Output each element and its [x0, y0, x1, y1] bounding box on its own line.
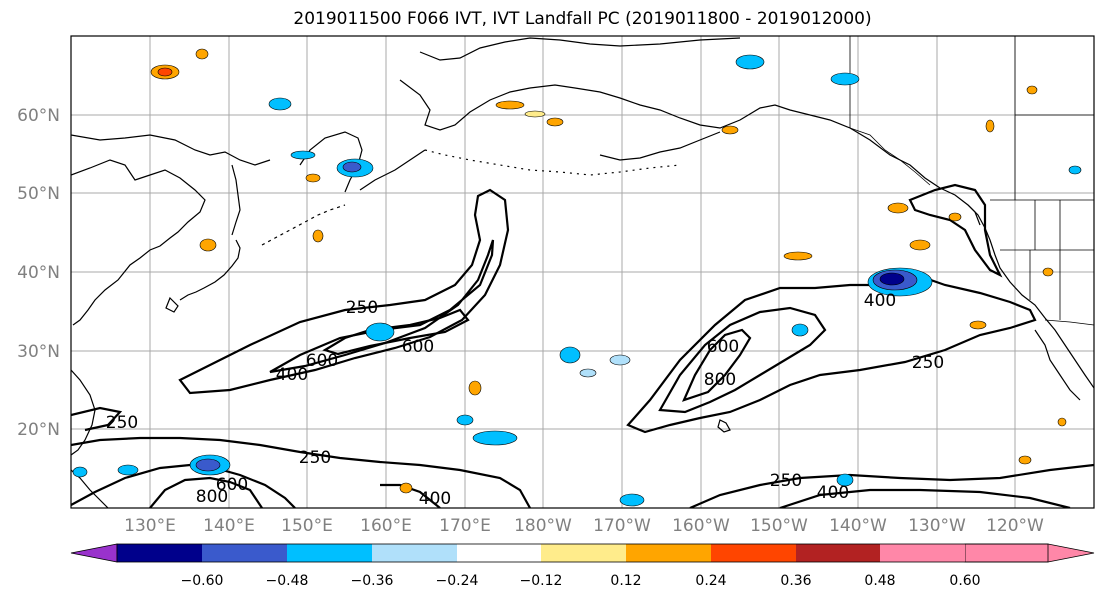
contour-label: 250 — [299, 448, 331, 468]
lon-label: 130°W — [908, 516, 966, 536]
colorbar-tick: −0.24 — [436, 573, 479, 589]
contour-label: 400 — [276, 365, 308, 385]
colorbar-tick: 0.48 — [864, 573, 895, 589]
longitude-labels: 130°E 140°E 150°E 160°E 170°E 180°W 170°… — [124, 516, 1044, 536]
lon-label: 120°W — [986, 516, 1044, 536]
lon-label: 170°W — [593, 516, 651, 536]
contour-label: 400 — [419, 489, 451, 509]
contour-label: 250 — [770, 471, 802, 491]
political-borders — [849, 36, 1094, 326]
lon-label: 150°W — [750, 516, 808, 536]
colorbar-segment — [541, 544, 626, 562]
colorbar-segment — [457, 544, 541, 562]
contour-label: 400 — [817, 483, 849, 503]
colorbar-segment — [202, 544, 287, 562]
contour-label: 400 — [864, 291, 896, 311]
contour-label: 600 — [402, 337, 434, 357]
lon-label: 160°W — [672, 516, 730, 536]
colorbar-tick: 0.12 — [610, 573, 641, 589]
lat-label: 60°N — [17, 106, 60, 126]
colorbar-segment — [711, 544, 796, 562]
lon-label: 130°E — [124, 516, 176, 536]
contour-label: 250 — [106, 413, 138, 433]
colorbar-segment — [626, 544, 711, 562]
colorbar-tick: −0.12 — [520, 573, 563, 589]
contour-labels: 250 400 600 600 250 800 600 400 250 400 … — [106, 291, 944, 509]
contour-label: 600 — [216, 475, 248, 495]
lon-label: 170°E — [439, 516, 491, 536]
colorbar-extend-left — [70, 543, 118, 563]
lat-label: 50°N — [17, 184, 60, 204]
contour-label: 250 — [912, 353, 944, 373]
lon-label: 180°W — [514, 516, 572, 536]
latitude-labels: 60°N 50°N 40°N 30°N 20°N — [17, 106, 60, 440]
colorbar-segment — [287, 544, 372, 562]
contour-label: 250 — [346, 298, 378, 318]
colorbar-segment — [117, 544, 202, 562]
pc-shading — [72, 48, 1082, 507]
lat-label: 20°N — [17, 420, 60, 440]
lon-label: 140°W — [829, 516, 887, 536]
lat-label: 40°N — [17, 263, 60, 283]
lon-label: 140°E — [203, 516, 255, 536]
colorbar-tick: −0.36 — [351, 573, 394, 589]
colorbar-tick: 0.60 — [949, 573, 980, 589]
map-title: 2019011500 F066 IVT, IVT Landfall PC (20… — [293, 9, 872, 29]
colorbar-segment — [880, 544, 965, 562]
graticule — [71, 36, 1094, 508]
colorbar-segment — [372, 544, 457, 562]
colorbar-tick: 0.24 — [695, 573, 726, 589]
colorbar-extend-right — [964, 543, 1095, 563]
coastlines — [71, 37, 1094, 508]
contour-label: 800 — [704, 370, 736, 390]
contour-label: 800 — [196, 487, 228, 507]
colorbar-tick: −0.48 — [266, 573, 309, 589]
colorbar-tick: 0.36 — [780, 573, 811, 589]
map-frame — [70, 35, 1095, 509]
ivt-contours — [71, 183, 1094, 508]
colorbar: −0.60 −0.48 −0.36 −0.24 −0.12 0.12 0.24 … — [70, 543, 1095, 589]
lon-label: 160°E — [360, 516, 412, 536]
colorbar-segment — [796, 544, 880, 562]
lon-label: 150°E — [281, 516, 333, 536]
lat-label: 30°N — [17, 342, 60, 362]
contour-label: 600 — [707, 337, 739, 357]
contour-label: 600 — [306, 351, 338, 371]
colorbar-tick: −0.60 — [181, 573, 224, 589]
